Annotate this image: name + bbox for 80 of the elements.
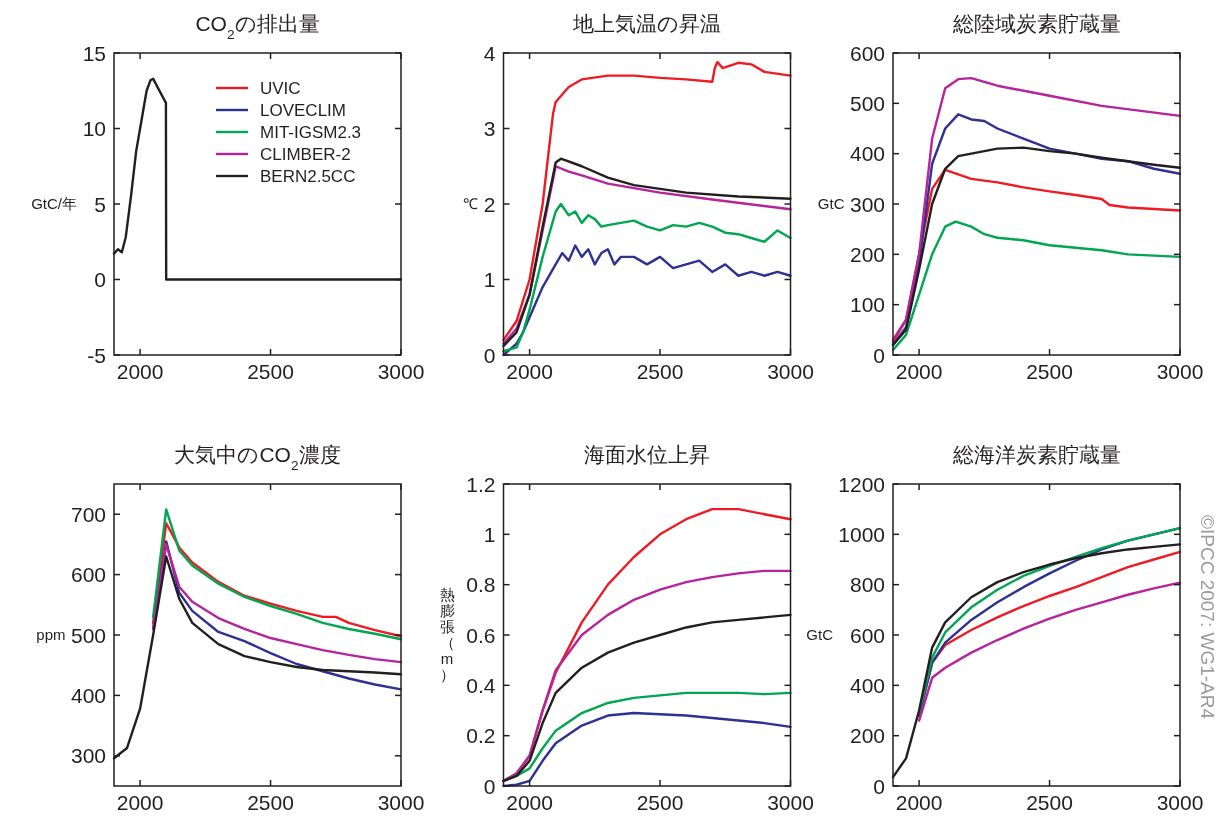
line-series — [151, 543, 403, 664]
y-tick-label: 700 — [70, 502, 106, 526]
y-tick-label: 0 — [483, 343, 496, 367]
line-series — [917, 581, 1182, 722]
y-tick-label: 500 — [70, 623, 106, 647]
y-tick-label: 600 — [849, 41, 885, 65]
x-tick-label: 3000 — [1156, 791, 1204, 814]
x-tick-label: 2000 — [116, 791, 164, 814]
y-axis-title: 熱膨張（m） — [439, 586, 455, 684]
x-tick-label: 2500 — [247, 791, 294, 814]
y-tick-label: 1200 — [838, 472, 885, 496]
y-tick-label: 0.2 — [466, 724, 496, 748]
y-axis-title: GtC/年 — [31, 195, 77, 213]
y-tick-label: 15 — [82, 41, 106, 65]
line-series — [502, 711, 792, 788]
y-axis-title: ppm — [36, 626, 66, 644]
chart-title: 大気中のCO$_{2}$濃度 — [174, 443, 341, 473]
y-tick-label: 0 — [483, 774, 496, 798]
y-tick-label: 300 — [849, 192, 885, 216]
y-tick-label: 200 — [849, 242, 885, 266]
y-tick-label: 600 — [849, 623, 885, 647]
legend-label: CLIMBER-2 — [260, 145, 351, 165]
y-tick-label: 0.8 — [466, 573, 496, 597]
x-tick-label: 3000 — [377, 791, 425, 814]
y-tick-label: 0.6 — [466, 623, 496, 647]
y-tick-label: 100 — [849, 293, 885, 317]
legend-label: BERN2.5CC — [260, 167, 356, 187]
y-tick-label: 600 — [70, 563, 106, 587]
y-tick-label: 1000 — [838, 522, 885, 546]
text: ©IPCC 2007: WG1-AR4 — [1197, 515, 1219, 720]
x-tick-label: 3000 — [377, 360, 425, 383]
line-series — [502, 60, 792, 342]
x-tick-label: 2000 — [116, 360, 164, 383]
legend-label: UVIC — [260, 79, 301, 99]
y-tick-label: 400 — [849, 673, 885, 697]
x-tick-label: 2500 — [636, 791, 684, 814]
y-tick-label: 0.4 — [466, 673, 496, 697]
y-tick-label: 1 — [483, 268, 496, 292]
y-tick-label: 800 — [849, 573, 885, 597]
line-series — [502, 244, 792, 357]
y-axis-title: GtC — [817, 195, 845, 213]
y-tick-label: 200 — [849, 724, 885, 748]
y-tick-label: 0 — [94, 268, 106, 292]
x-tick-label: 3000 — [1156, 360, 1204, 383]
x-tick-label: 3000 — [767, 360, 814, 383]
x-tick-label: 2500 — [1026, 360, 1073, 383]
y-axis-title: GtC — [806, 626, 834, 644]
chart-title: CO$_{2}$の排出量 — [195, 12, 320, 42]
y-tick-label: 1.2 — [466, 472, 496, 496]
legend-label: LOVECLIM — [260, 101, 346, 121]
x-tick-label: 2000 — [506, 791, 553, 814]
y-tick-label: 400 — [70, 683, 106, 707]
y-tick-label: 4 — [483, 41, 496, 65]
y-tick-label: 0 — [873, 343, 885, 367]
legend-label: MIT-IGSM2.3 — [260, 123, 362, 143]
y-tick-label: 500 — [849, 91, 885, 115]
line-series — [502, 202, 792, 353]
x-tick-label: 2500 — [636, 360, 684, 383]
x-tick-label: 2000 — [506, 360, 553, 383]
y-tick-label: 10 — [82, 117, 106, 141]
chart-title: 総海洋炭素貯蔵量 — [951, 443, 1121, 466]
line-series — [891, 220, 1182, 352]
chart-title: 地上気温の昇温 — [572, 12, 721, 35]
x-tick-label: 2000 — [895, 360, 943, 383]
x-tick-label: 2000 — [895, 791, 943, 814]
y-tick-label: 1 — [483, 522, 496, 546]
y-tick-label: 0 — [873, 774, 885, 798]
chart-title: 海面水位上昇 — [584, 443, 710, 466]
y-tick-label: 400 — [849, 142, 885, 166]
y-tick-label: 5 — [94, 192, 106, 216]
y-tick-label: 2 — [483, 192, 496, 216]
x-tick-label: 3000 — [767, 791, 814, 814]
chart-title: 総陸域炭素貯蔵量 — [951, 12, 1121, 35]
line-series — [151, 540, 403, 691]
y-tick-label: 3 — [483, 117, 496, 141]
x-tick-label: 2500 — [247, 360, 294, 383]
y-tick-label: -5 — [87, 343, 106, 367]
x-tick-label: 2500 — [1026, 791, 1073, 814]
y-axis-title: ℃ — [463, 195, 478, 213]
y-tick-label: 300 — [70, 744, 106, 768]
